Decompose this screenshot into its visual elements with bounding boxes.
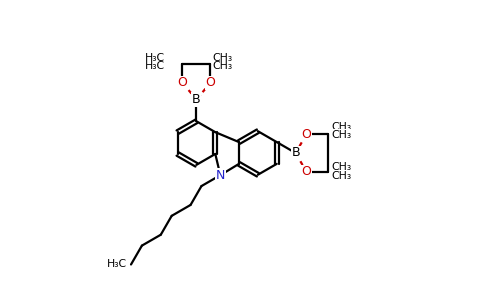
Text: H₃C: H₃C	[107, 260, 127, 269]
Text: O: O	[178, 76, 187, 89]
Text: CH₃: CH₃	[212, 61, 232, 71]
Text: B: B	[192, 93, 201, 106]
Text: CH₃: CH₃	[331, 171, 351, 181]
Text: CH₃: CH₃	[331, 130, 351, 140]
Text: CH₃: CH₃	[331, 162, 351, 172]
Text: O: O	[302, 128, 311, 141]
Text: H₃C: H₃C	[144, 61, 165, 71]
Text: O: O	[302, 165, 311, 178]
Text: B: B	[291, 146, 300, 160]
Text: H₃C: H₃C	[144, 53, 165, 63]
Text: N: N	[216, 169, 225, 182]
Text: CH₃: CH₃	[331, 122, 351, 132]
Text: O: O	[206, 76, 215, 89]
Text: CH₃: CH₃	[212, 53, 232, 63]
